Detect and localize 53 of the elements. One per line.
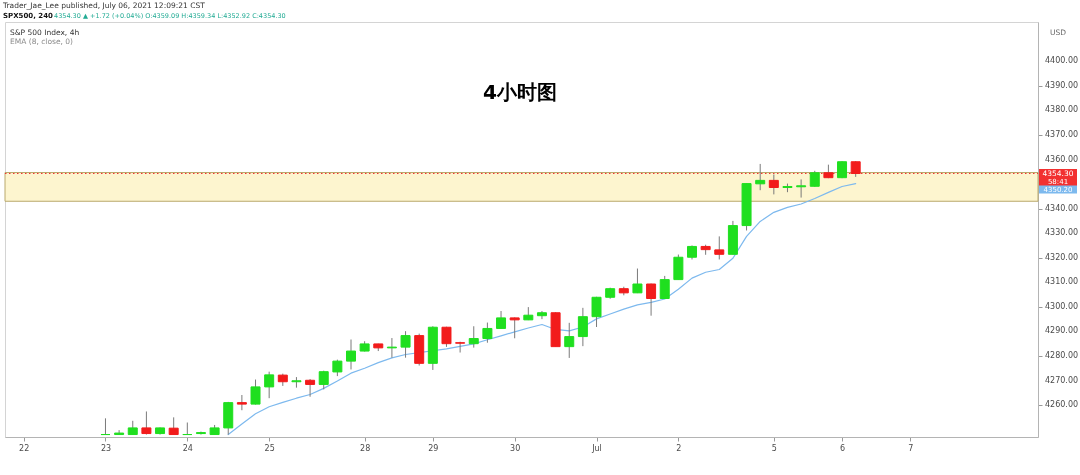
candlestick <box>114 429 125 436</box>
candlestick <box>264 371 275 399</box>
candlestick <box>386 337 397 359</box>
x-tick-label: 5 <box>771 443 777 453</box>
candlestick <box>346 339 356 370</box>
x-tick-label: 23 <box>100 443 112 453</box>
text: 4小时图 <box>483 80 557 104</box>
candlestick <box>755 163 766 191</box>
y-tick-label: 4400.00 <box>1045 56 1079 66</box>
candlestick <box>482 322 493 344</box>
y-tick-label: 4330.00 <box>1045 228 1079 238</box>
y-tick-label: 4310.00 <box>1045 277 1079 287</box>
candlestick <box>632 268 643 294</box>
y-tick-label: 4290.00 <box>1045 326 1079 336</box>
candlestick <box>400 330 411 359</box>
y-tick-label: 4280.00 <box>1045 350 1079 360</box>
x-tick-label: 22 <box>19 443 30 453</box>
candlestick <box>305 378 316 398</box>
candlestick <box>564 322 575 359</box>
candlestick <box>659 275 670 300</box>
y-tick-label: 4380.00 <box>1045 105 1079 115</box>
x-tick-label: 6 <box>839 443 846 453</box>
y-tick-label: 4260.00 <box>1045 400 1079 410</box>
candlestick <box>536 310 547 320</box>
x-tick-label: 29 <box>428 443 439 453</box>
x-tick-label: 25 <box>264 443 275 453</box>
y-tick-label: 4320.00 <box>1045 252 1079 262</box>
candlestick <box>768 173 779 195</box>
candlestick <box>468 325 479 349</box>
candlestick <box>673 254 684 281</box>
y-tick-label: 4370.00 <box>1045 129 1079 139</box>
x-tick-label: 7 <box>908 443 914 453</box>
x-tick-label: 30 <box>510 443 521 453</box>
x-tick-label: 28 <box>360 443 371 453</box>
candlestick <box>646 283 657 317</box>
candlestick <box>250 379 261 406</box>
y-tick-label: 4300.00 <box>1045 301 1079 311</box>
candlestick <box>577 307 588 347</box>
candlestick <box>509 316 520 339</box>
candlestick <box>591 296 602 328</box>
x-tick-label: 24 <box>182 443 193 453</box>
y-tick-label: 4390.00 <box>1045 80 1079 90</box>
y-tick-label: 4360.00 <box>1045 154 1079 164</box>
candlestick <box>141 410 152 436</box>
candlestick <box>796 178 807 199</box>
x-tick-label: 2 <box>676 443 682 453</box>
line-series <box>227 182 857 436</box>
y-tick-label: 4340.00 <box>1045 203 1079 213</box>
y-tick-label: 4270.00 <box>1045 375 1079 385</box>
candlestick <box>236 394 247 411</box>
candlestick <box>714 235 725 260</box>
x-tick-label: Jul <box>591 443 602 453</box>
candlestick <box>455 341 466 354</box>
